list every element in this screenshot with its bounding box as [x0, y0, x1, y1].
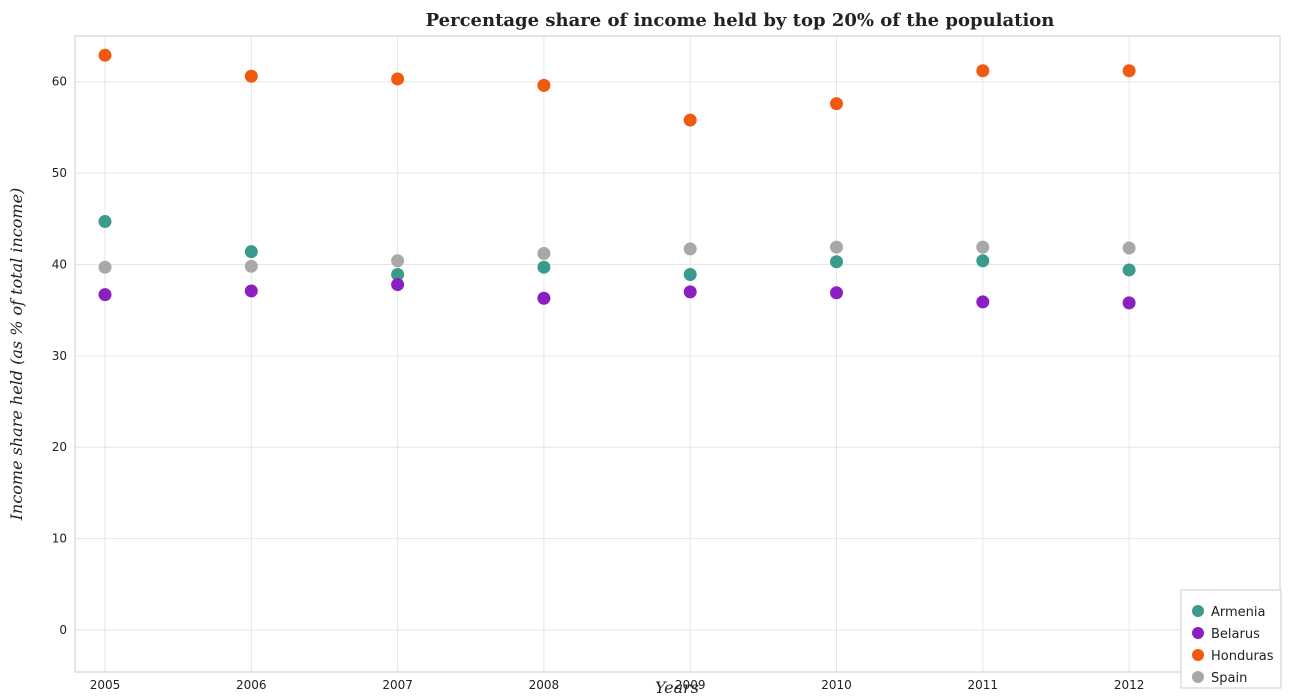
x-tick-label: 2006 [236, 678, 267, 692]
point-armenia-2012 [1122, 263, 1136, 277]
plot-background [75, 36, 1280, 672]
point-belarus-2005 [98, 288, 112, 302]
point-belarus-2011 [976, 295, 990, 309]
legend-marker-honduras [1192, 649, 1204, 661]
point-belarus-2006 [244, 284, 258, 298]
legend-marker-belarus [1192, 627, 1204, 639]
point-spain-2006 [244, 259, 258, 273]
point-honduras-2007 [391, 72, 405, 86]
x-tick-label: 2011 [968, 678, 999, 692]
point-honduras-2011 [976, 64, 990, 78]
x-axis-label: Years [655, 678, 699, 697]
legend-marker-spain [1192, 671, 1204, 683]
point-belarus-2012 [1122, 296, 1136, 310]
point-honduras-2010 [830, 97, 843, 111]
x-tick-label: 2012 [1114, 678, 1145, 692]
point-spain-2011 [976, 240, 990, 254]
point-spain-2012 [1122, 241, 1136, 255]
point-armenia-2009 [683, 268, 697, 282]
point-belarus-2008 [537, 291, 551, 305]
chart-title: Percentage share of income held by top 2… [426, 10, 1055, 31]
y-tick-label: 60 [52, 75, 67, 89]
x-tick-label: 2009 [675, 678, 706, 692]
y-gridlines [75, 81, 1280, 631]
legend: Armenia Belarus Honduras Spain [1180, 589, 1282, 689]
point-armenia-2006 [244, 245, 258, 259]
point-belarus-2009 [683, 285, 697, 299]
point-spain-2010 [830, 240, 843, 254]
x-gridlines [104, 36, 1130, 672]
data-points [98, 48, 1136, 310]
x-tick-label: 2010 [821, 678, 852, 692]
point-armenia-2005 [98, 215, 112, 229]
legend-label-armenia: Armenia [1211, 605, 1266, 620]
x-tick-label: 2005 [90, 678, 121, 692]
point-belarus-2010 [830, 286, 843, 300]
point-spain-2008 [537, 246, 551, 260]
point-belarus-2007 [391, 278, 405, 292]
x-tick-label: 2007 [382, 678, 413, 692]
point-spain-2007 [391, 254, 405, 268]
point-armenia-2010 [830, 255, 843, 269]
point-spain-2005 [98, 260, 112, 274]
point-armenia-2011 [976, 254, 990, 268]
y-tick-label: 30 [52, 349, 67, 363]
point-armenia-2008 [537, 260, 551, 274]
point-spain-2009 [683, 242, 697, 256]
y-tick-label: 0 [59, 623, 67, 637]
legend-label-belarus: Belarus [1211, 627, 1260, 642]
y-axis-label: Income share held (as % of total income) [7, 188, 26, 522]
y-tick-label: 20 [52, 440, 67, 454]
y-tick-labels: 0 10 20 30 40 50 60 [52, 75, 67, 637]
plot-frame [74, 35, 1281, 673]
y-tick-label: 40 [52, 257, 67, 271]
point-honduras-2009 [683, 113, 697, 127]
y-tick-label: 50 [52, 166, 67, 180]
x-tick-label: 2008 [529, 678, 560, 692]
y-tick-label: 10 [52, 532, 67, 546]
point-honduras-2005 [98, 48, 112, 62]
point-honduras-2006 [244, 69, 258, 83]
point-armenia-2007 [391, 268, 405, 282]
legend-label-spain: Spain [1211, 671, 1247, 686]
point-honduras-2008 [537, 78, 551, 92]
point-honduras-2012 [1122, 64, 1136, 78]
x-tick-labels: 2005 2006 2007 2008 2009 2010 2011 2012 [90, 678, 1145, 692]
legend-marker-armenia [1192, 605, 1204, 617]
legend-label-honduras: Honduras [1211, 649, 1274, 664]
